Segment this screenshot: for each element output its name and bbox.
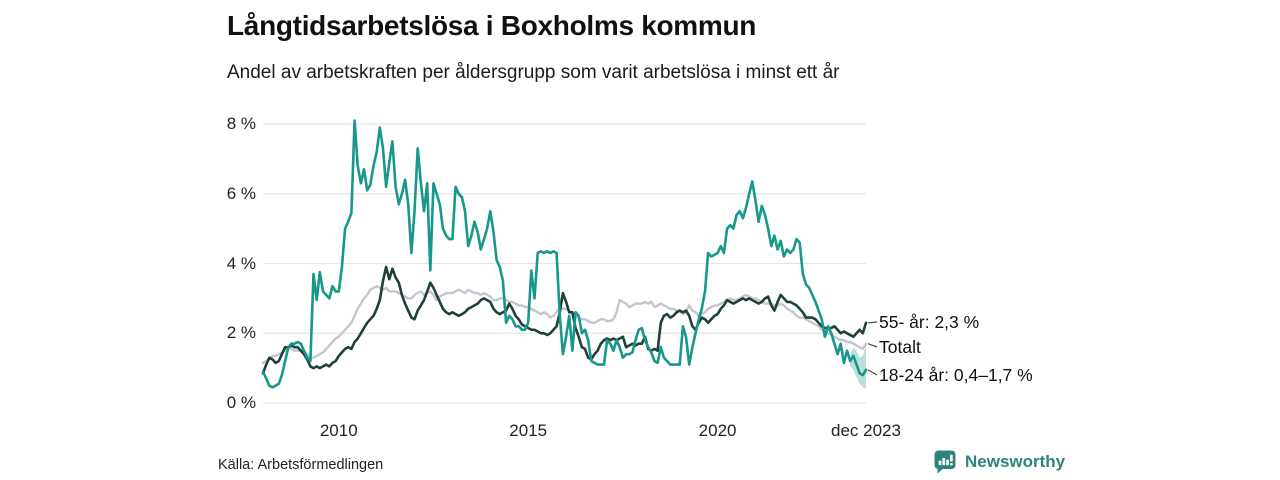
y-axis-tick-label: 4 % [226, 253, 256, 273]
x-axis-tick-label: dec 2023 [831, 421, 901, 440]
series-end-label-55: 55- år: 2,3 % [879, 312, 980, 332]
y-axis-tick-label: 6 % [226, 183, 256, 203]
y-axis-tick-label: 0 % [226, 393, 256, 412]
y-axis-tick-label: 8 % [226, 114, 256, 133]
series-end-label-totalt: Totalt [879, 337, 921, 357]
x-axis-tick-label: 2020 [698, 421, 737, 440]
page-subtitle: Andel av arbetskraften per åldersgrupp s… [227, 62, 840, 83]
source-note: Källa: Arbetsförmedlingen [218, 457, 384, 473]
series-end-label-18-24: 18-24 år: 0,4–1,7 % [879, 365, 1033, 385]
x-axis-tick-label: 2015 [509, 421, 548, 440]
y-axis-tick-label: 2 % [226, 323, 256, 343]
newsworthy-logo: Newsworthy [933, 449, 1065, 474]
x-axis-tick-label: 2010 [319, 421, 358, 440]
newsworthy-icon [933, 449, 957, 474]
page-title: Långtidsarbetslösa i Boxholms kommun [227, 10, 757, 41]
newsworthy-wordmark: Newsworthy [965, 451, 1066, 471]
